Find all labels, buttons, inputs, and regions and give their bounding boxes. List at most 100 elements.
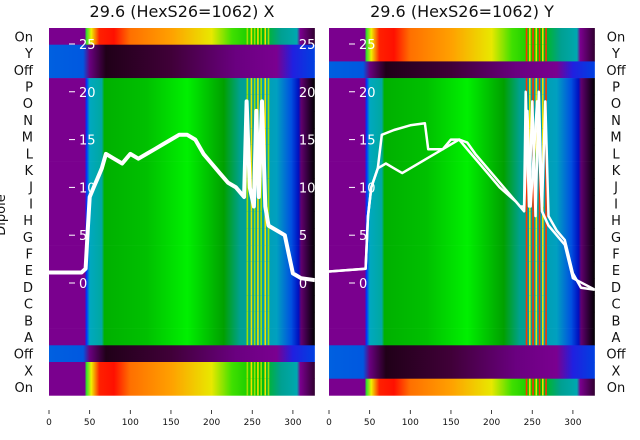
heatmap-stripe	[257, 28, 259, 45]
heatmap-stripe	[267, 144, 270, 162]
row-label-a: A	[24, 331, 33, 346]
heatmap-stripe	[535, 278, 538, 296]
x-tick-label: 300	[564, 418, 581, 428]
heatmap-row-k	[49, 161, 315, 179]
heatmap-stripe	[535, 78, 538, 95]
heatmap-stripe	[538, 245, 541, 262]
heatmap-row-b	[49, 311, 315, 329]
heatmap-stripe	[253, 28, 256, 45]
row-label-on: On	[607, 381, 625, 396]
row-label-h: H	[611, 214, 621, 229]
heatmap-stripe	[535, 328, 538, 346]
x-tick-label: 250	[524, 418, 541, 428]
heatmap-row-off	[329, 345, 595, 363]
heatmap-stripe	[525, 328, 528, 346]
heatmap-stripe	[257, 261, 259, 279]
heatmap-stripe	[250, 228, 253, 246]
heatmap-row-p	[49, 78, 315, 96]
row-label-x: X	[24, 364, 33, 379]
heatmap-stripe	[538, 311, 541, 329]
overlay-y-tick-label-right: 25	[299, 38, 316, 53]
row-label-c: C	[611, 298, 620, 313]
heatmap-stripe	[525, 311, 528, 329]
overlay-y-tick-label: 0	[79, 277, 87, 292]
heatmap-stripe	[246, 311, 249, 329]
heatmap-stripe	[260, 378, 262, 396]
heatmap-stripe	[532, 195, 534, 212]
heatmap-stripe	[525, 228, 528, 246]
heatmap-stripe	[267, 245, 270, 262]
heatmap-stripe	[253, 278, 256, 296]
heatmap-row-h	[49, 211, 315, 229]
heatmap-stripe	[253, 328, 256, 346]
heatmap-stripe	[538, 211, 541, 229]
row-label-on: On	[607, 30, 625, 45]
heatmap-stripe	[535, 261, 538, 279]
heatmap-row-n	[49, 111, 315, 129]
heatmap-stripe	[250, 261, 253, 279]
heatmap-stripe	[538, 328, 541, 346]
heatmap-stripe	[264, 211, 267, 229]
heatmap-stripe	[250, 128, 253, 145]
heatmap-stripe	[257, 228, 259, 246]
heatmap-stripe	[267, 261, 270, 279]
heatmap-stripe	[246, 261, 249, 279]
heatmap-stripe	[260, 245, 262, 262]
heatmap-stripe	[260, 178, 262, 195]
heatmap-stripe	[535, 245, 538, 262]
heatmap-stripe	[538, 195, 541, 212]
row-label-j: J	[28, 181, 33, 196]
overlay-y-tick-label: 20	[359, 86, 376, 101]
heatmap-stripe	[264, 128, 267, 145]
x-tick-label: 200	[483, 418, 500, 428]
heatmap-row-on	[49, 28, 315, 45]
heatmap-stripe	[257, 78, 259, 95]
heatmap-stripe	[246, 78, 249, 95]
heatmap-row-x	[329, 362, 595, 379]
row-label-b: B	[24, 314, 33, 329]
overlay-y-tick-label: 5	[79, 229, 87, 244]
heatmap-row-n	[329, 111, 595, 129]
row-label-g: G	[611, 231, 621, 246]
row-label-f: F	[612, 247, 619, 262]
heatmap-stripe	[525, 195, 528, 212]
heatmap-stripe	[545, 261, 547, 279]
heatmap-stripe	[545, 228, 547, 246]
heatmap-row-on	[329, 28, 595, 45]
row-label-i: I	[29, 197, 33, 212]
heatmap-stripe	[250, 28, 253, 45]
heatmap-stripe	[246, 328, 249, 346]
heatmap-stripe	[528, 78, 531, 95]
heatmap-stripe	[532, 211, 534, 229]
heatmap-stripe	[525, 278, 528, 296]
heatmap-stripe	[542, 328, 544, 346]
heatmap-stripe	[542, 245, 544, 262]
heatmap-stripe	[532, 78, 534, 95]
heatmap-stripe	[250, 161, 253, 179]
heatmap-stripe	[528, 378, 531, 396]
heatmap-stripe	[250, 295, 253, 312]
heatmap-stripe	[532, 261, 534, 279]
heatmap-stripe	[542, 211, 544, 229]
heatmap-stripe	[535, 378, 538, 396]
heatmap-stripe	[246, 378, 249, 396]
heatmap-stripe	[267, 28, 270, 45]
heatmap-row-c	[49, 295, 315, 313]
heatmap-stripe	[532, 378, 534, 396]
x-tick-label: 0	[326, 418, 332, 428]
heatmap-stripe	[538, 261, 541, 279]
panel-title-y: 29.6 (HexS26=1062) Y	[370, 2, 554, 21]
heatmap-row-off	[49, 61, 315, 79]
overlay-y-tick-label-right: 5	[299, 229, 307, 244]
heatmap-stripe	[538, 295, 541, 312]
heatmap-stripe	[545, 178, 547, 195]
heatmap-stripe	[260, 228, 262, 246]
heatmap-row-x	[49, 362, 315, 379]
heatmap-stripe	[260, 78, 262, 95]
heatmap-stripe	[264, 111, 267, 129]
heatmap-stripe	[267, 295, 270, 312]
heatmap-stripe	[264, 362, 267, 379]
